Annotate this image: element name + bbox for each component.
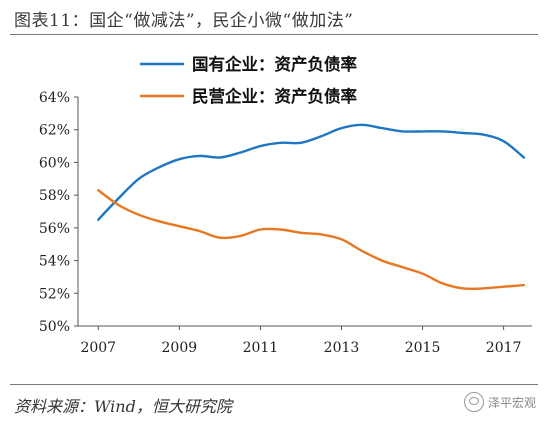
x-tick-label: 2015 xyxy=(405,340,441,356)
series-line-1 xyxy=(97,123,526,221)
series-line-2 xyxy=(97,189,526,291)
x-tick-label: 2011 xyxy=(243,340,279,356)
x-tick-label: 2017 xyxy=(486,340,522,356)
source-note: 资料来源：Wind，恒大研究院 xyxy=(14,397,232,416)
y-tick-label: 62% xyxy=(39,123,70,139)
y-tick-label: 64% xyxy=(39,90,70,106)
wechat-icon xyxy=(463,392,484,412)
line-chart: 50% 52% 54% 56% 58% 60% 62% 64% 2007 2009 2011 2013… xyxy=(39,54,532,356)
watermark-text: 泽平宏观 xyxy=(487,395,536,410)
y-tick-label: 54% xyxy=(39,254,70,270)
y-tick-label: 50% xyxy=(39,319,70,335)
y-tick-label: 60% xyxy=(39,155,70,171)
figure-title: 图表11：国企“做减法”，民企小微“做加法” xyxy=(14,11,354,31)
x-tick-label: 2007 xyxy=(80,340,116,356)
bottom-divider xyxy=(10,384,538,385)
y-tick-label: 52% xyxy=(39,286,70,302)
y-tick-label: 56% xyxy=(39,221,70,237)
y-tick-label: 58% xyxy=(39,188,70,204)
x-tick-label: 2009 xyxy=(162,340,198,356)
watermark: 泽平宏观 xyxy=(463,392,536,412)
x-tick-label: 2013 xyxy=(324,340,360,356)
legend-label-1: 国有企业：资产负债率 xyxy=(192,54,357,74)
legend-label-2: 民营企业：资产负债率 xyxy=(192,86,357,106)
top-divider xyxy=(10,34,538,35)
